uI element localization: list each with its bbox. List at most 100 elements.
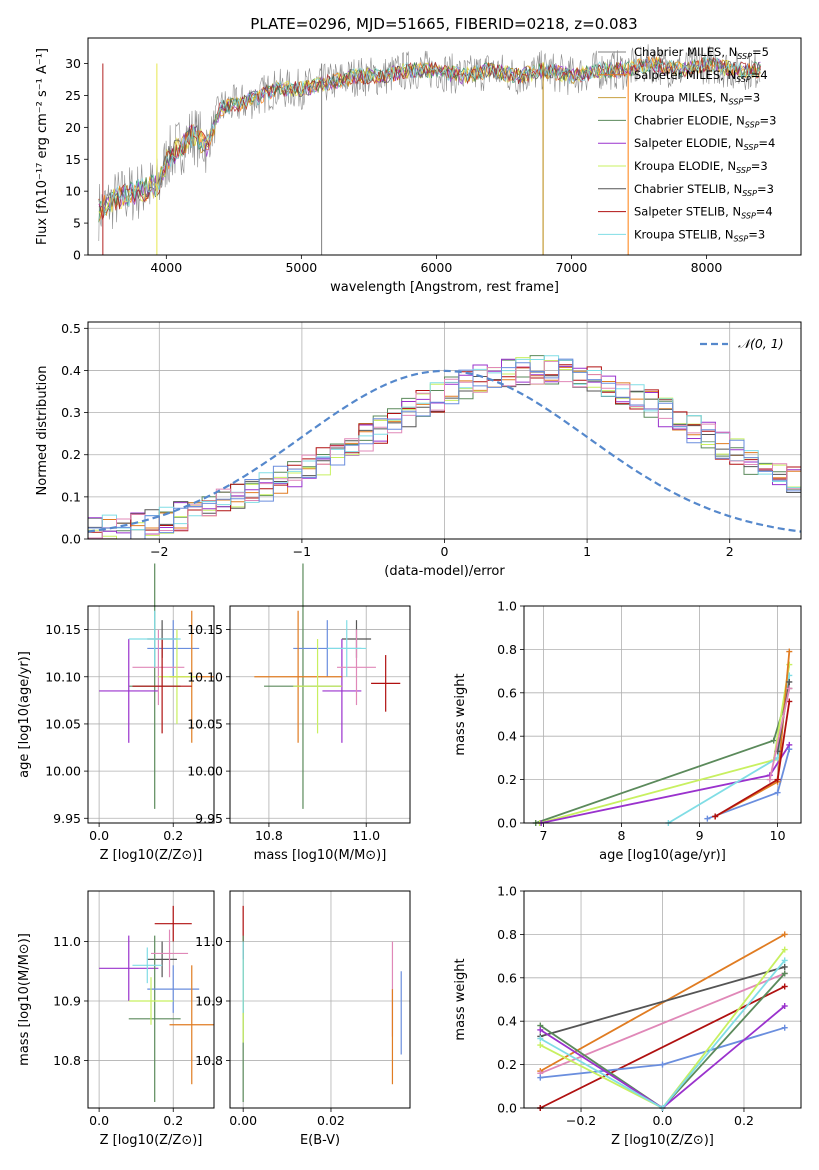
y-tick-label: 9.95 (53, 811, 81, 826)
histogram-series (88, 366, 801, 539)
y-tick-label: 1.0 (497, 599, 517, 614)
y-axis-label: Flux [fλ10⁻¹⁷ erg cm⁻² s⁻¹ A⁻¹] (35, 48, 50, 245)
spectrum-lines (98, 44, 761, 255)
x-tick-label: 6000 (420, 260, 452, 275)
y-tick-label: 10.10 (187, 669, 223, 684)
x-axis-label: Z [log10(Z/Z⊙)] (611, 1133, 714, 1148)
x-axis-label: (data-model)/error (384, 564, 505, 579)
y-tick-label: 10.9 (195, 993, 223, 1008)
y-tick-label: 0.5 (61, 321, 81, 336)
y-tick-label: 10.15 (187, 622, 223, 637)
legend-label: 𝒩(0, 1) (738, 336, 784, 351)
x-axis-label: wavelength [Angstrom, rest frame] (330, 280, 559, 295)
y-tick-label: 0.1 (61, 489, 81, 504)
axes-frame (229, 890, 411, 1109)
legend-label: Chabrier MILES, NSSP=5 (634, 45, 769, 61)
y-tick-label: 25 (65, 88, 81, 103)
y-tick-label: 1.0 (497, 884, 517, 899)
chart-panel-5: 7 8 9 10 0.0 0.2 0.4 0.6 0.8 1.0 age [log10(age/yr… (453, 599, 802, 863)
y-tick-label: 15 (65, 152, 81, 167)
y-tick-label: 0.2 (497, 772, 517, 787)
y-tick-label: 10.9 (53, 993, 81, 1008)
y-tick-label: 0.2 (61, 447, 81, 462)
y-tick-label: 20 (65, 120, 81, 135)
y-tick-label: 10.05 (187, 716, 223, 731)
histogram-series (88, 359, 801, 529)
histogram-series (88, 358, 801, 539)
y-tick-label: 10.10 (45, 669, 81, 684)
mass-weight-line (768, 688, 791, 780)
histogram-series (88, 355, 801, 539)
x-tick-label: 2 (726, 544, 734, 559)
chart-panel-7: 0.00 0.02 10.8 10.9 11.0 E(B-V) (195, 890, 411, 1148)
y-tick-label: 0.4 (61, 363, 81, 378)
axes-frame (87, 890, 215, 1109)
mass-weight-line (539, 985, 786, 1109)
legend-label: Salpeter ELODIE, NSSP=4 (634, 136, 775, 152)
y-tick-label: 10.00 (187, 764, 223, 779)
x-axis-label: E(B-V) (300, 1133, 340, 1148)
y-tick-label: 10.05 (45, 716, 81, 731)
y-tick-label: 0.0 (61, 532, 81, 547)
y-axis-label: mass weight (453, 673, 468, 755)
x-axis-label: mass [log10(M/M⊙)] (254, 848, 387, 863)
y-tick-label: 5 (73, 216, 81, 231)
legend-label: Salpeter STELIB, NSSP=4 (634, 205, 773, 221)
x-tick-label: 0.0 (89, 828, 109, 843)
histogram-steps (88, 355, 801, 539)
y-tick-label: 0.6 (497, 685, 517, 700)
x-axis-label: Z [log10(Z/Z⊙)] (100, 848, 203, 863)
legend-label: Kroupa MILES, NSSP=3 (634, 91, 760, 107)
chart-panel-4: 10.8 11.0 9.95 10.00 10.05 10.10 10.15 mass [lo… (187, 563, 411, 863)
y-tick-label: 9.95 (195, 811, 223, 826)
x-tick-label: 0.00 (229, 1113, 257, 1128)
axes-frame (87, 605, 215, 824)
y-tick-label: 0.4 (497, 1014, 517, 1029)
axes-frame (87, 37, 802, 256)
y-tick-label: 10 (65, 184, 81, 199)
figure-title: PLATE=0296, MJD=51665, FIBERID=0218, z=0… (250, 15, 637, 33)
y-tick-label: 0.4 (497, 729, 517, 744)
y-tick-label: 11.0 (53, 934, 81, 949)
chart-panel-8: −0.2 0.0 0.2 0.0 0.2 0.4 0.6 0.8 1.0 Z [log10(Z/Z… (453, 884, 802, 1148)
chart-panel-6: 0.0 0.2 10.8 10.9 11.0 Z [log10(Z/Z⊙)] mass [l… (17, 890, 215, 1148)
x-tick-label: 4000 (150, 260, 182, 275)
x-tick-label: 7 (540, 828, 548, 843)
mass-weight-line (667, 675, 791, 824)
axes-frame (229, 605, 411, 824)
x-tick-label: 9 (696, 828, 704, 843)
axes-frame (523, 890, 802, 1109)
x-tick-label: 0.02 (317, 1113, 345, 1128)
x-tick-label: 0.0 (653, 1113, 673, 1128)
x-tick-label: 10.8 (255, 828, 283, 843)
mass-weight-line (540, 966, 785, 1038)
y-axis-label: mass [log10(M/M⊙)] (17, 933, 32, 1066)
y-axis-label: Normed distribution (35, 366, 50, 496)
y-tick-label: 0.3 (61, 405, 81, 420)
x-tick-label: 10 (770, 828, 786, 843)
x-tick-label: −0.2 (566, 1113, 596, 1128)
histogram-series (88, 364, 801, 539)
x-tick-label: 7000 (556, 260, 588, 275)
y-tick-label: 0.2 (497, 1057, 517, 1072)
y-axis-label: mass weight (453, 958, 468, 1040)
y-tick-label: 0.0 (497, 1101, 517, 1116)
legend-label: Kroupa STELIB, NSSP=3 (634, 227, 765, 243)
x-tick-label: 11.0 (352, 828, 380, 843)
x-tick-label: 0.2 (734, 1113, 754, 1128)
axes-frame (87, 321, 802, 540)
x-tick-label: 0.2 (163, 1113, 183, 1128)
x-axis-label: age [log10(age/yr)] (599, 848, 726, 863)
y-tick-label: 10.8 (53, 1053, 81, 1068)
y-tick-label: 0.0 (497, 816, 517, 831)
y-tick-label: 10.00 (45, 764, 81, 779)
legend-label: Kroupa ELODIE, NSSP=3 (634, 159, 768, 175)
y-tick-label: 0.8 (497, 927, 517, 942)
mass-weight-line (539, 933, 786, 1072)
chart-panel-1: 4000 5000 6000 7000 8000 0 5 10 15 20 25 30 waveleng… (35, 37, 802, 295)
legend-label: Salpeter MILES, NSSP=4 (634, 68, 768, 84)
y-tick-label: 0.6 (497, 970, 517, 985)
mass-weight-line (541, 744, 791, 824)
x-tick-label: 0.0 (89, 1113, 109, 1128)
x-tick-label: 1 (583, 544, 591, 559)
